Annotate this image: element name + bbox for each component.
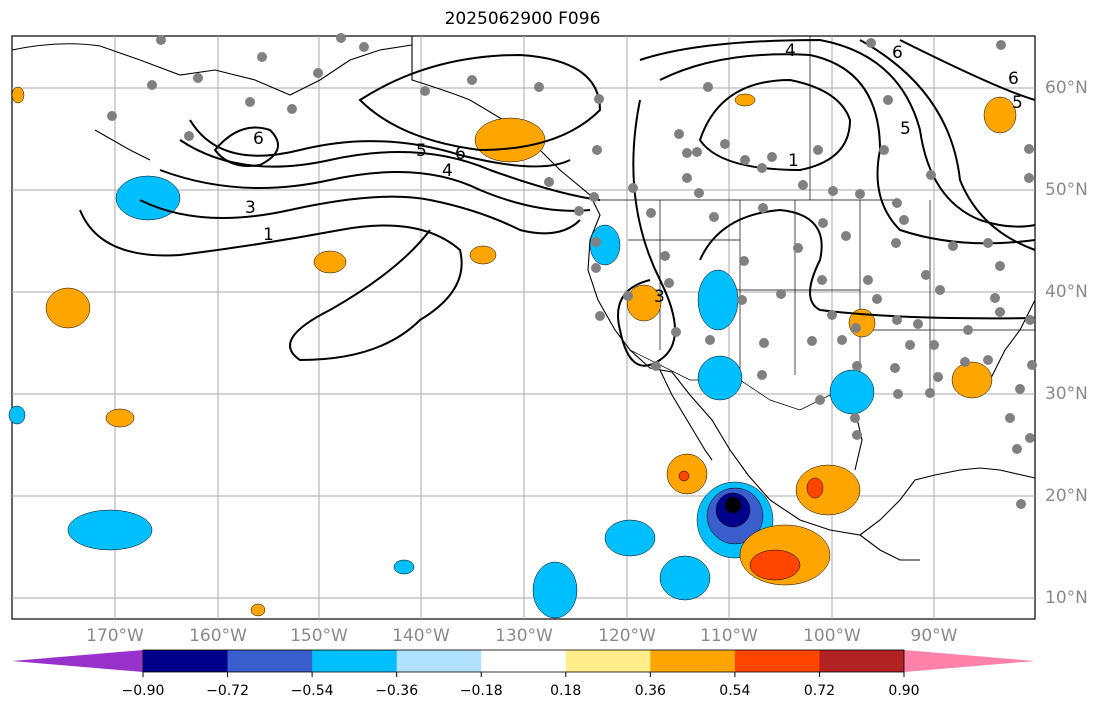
colorbar-outline (142, 649, 905, 673)
colorbar-bin (734, 650, 820, 672)
lat-label: 20°N (1045, 486, 1088, 506)
contour-label: 3 (654, 287, 665, 307)
contour-label: 4 (442, 161, 453, 181)
colorbar-tick-label: 0.18 (550, 683, 582, 699)
contour-label: 5 (900, 119, 911, 139)
lat-label: 30°N (1045, 384, 1088, 404)
contour-label: 6 (1008, 69, 1019, 89)
boundaries (596, 36, 1035, 411)
colorbar-bin (312, 650, 398, 672)
colorbar-tick-label: −0.72 (206, 683, 249, 699)
height-contours (79, 38, 1036, 367)
contour-label: 6 (892, 43, 903, 63)
contour-label: 6 (253, 129, 264, 149)
colorbar-bin (819, 650, 905, 672)
lon-label: 170°W (86, 626, 144, 646)
colorbar-bin (481, 650, 567, 672)
lat-label: 50°N (1045, 180, 1088, 200)
lon-label: 120°W (598, 626, 656, 646)
lon-label: 100°W (803, 626, 861, 646)
contour-label: 5 (1012, 93, 1023, 113)
lon-label: 130°W (495, 626, 553, 646)
colorbar-bin (143, 650, 229, 672)
contour-label: 1 (788, 151, 799, 171)
colorbar-bin (227, 650, 313, 672)
colorbar-bin (565, 650, 651, 672)
colorbar-arrow-min (12, 650, 143, 672)
lon-label: 160°W (189, 626, 247, 646)
contour-label: 4 (785, 41, 796, 61)
lon-label: 150°W (290, 626, 348, 646)
station-markers (107, 33, 1037, 509)
lat-label: 60°N (1045, 78, 1088, 98)
colorbar-tick-label: −0.18 (459, 683, 503, 699)
colorbar-arrow-max (904, 650, 1035, 672)
colorbar-tick-label: 0.54 (719, 683, 751, 699)
colorbar-tick-label: −0.54 (290, 683, 334, 699)
contour-labels: 6 5 6 4 3 1 4 1 6 6 5 5 3 (245, 41, 1023, 307)
lat-label: 10°N (1045, 588, 1088, 608)
colorbar-tick-label: −0.90 (121, 683, 165, 699)
lon-label: 110°W (700, 626, 758, 646)
colorbar-tick-label: 0.72 (803, 683, 836, 699)
contour-label: 3 (245, 198, 256, 218)
colorbar-tick-label: 0.36 (634, 683, 666, 699)
colorbar (12, 649, 1035, 677)
lon-label: 140°W (392, 626, 450, 646)
colorbar-tick-label: −0.36 (375, 683, 419, 699)
contour-label: 6 (455, 144, 466, 164)
map-title: 2025062900 F096 (444, 9, 601, 29)
lon-label: 90°W (910, 626, 958, 646)
contour-label: 1 (263, 225, 274, 245)
lat-label: 40°N (1045, 282, 1088, 302)
colorbar-bin (650, 650, 736, 672)
colorbar-tick-label: 0.90 (888, 683, 920, 699)
contour-label: 5 (416, 141, 427, 161)
colorbar-bin (396, 650, 482, 672)
